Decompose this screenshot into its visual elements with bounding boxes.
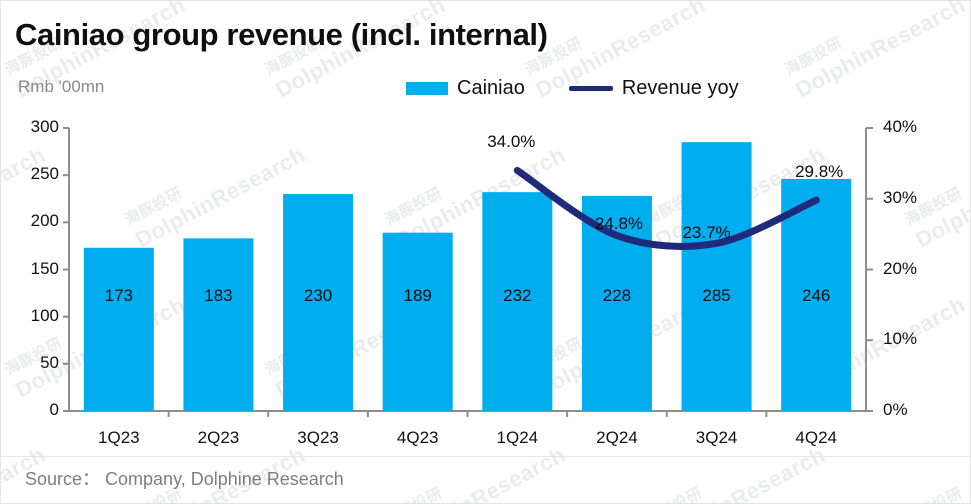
legend-item-label: Revenue yoy [621, 76, 739, 99]
y-axis-tick-label: 150 [30, 258, 59, 278]
bar-value-label-4q24: 246 [802, 286, 831, 305]
line-swatch-icon [568, 85, 613, 91]
y2-axis-tick-label: 10% [883, 329, 918, 349]
bar-1q23[interactable] [83, 247, 154, 411]
bar-4q23[interactable] [382, 232, 453, 411]
footer-divider [1, 456, 970, 457]
y-axis-tick-label: 200 [30, 211, 59, 231]
bar-1q24[interactable] [482, 192, 553, 411]
y-axis-tick-label: 50 [40, 352, 59, 372]
page-title: Cainiao group revenue (incl. internal) [15, 17, 548, 52]
y2-axis-tick-label: 20% [883, 258, 918, 278]
y2-axis-tick-label: 40% [883, 117, 918, 136]
chart-legend: Cainiao Revenue yoy [406, 75, 739, 101]
y-axis-tick-label: 100 [30, 305, 59, 325]
bar-3q23[interactable] [283, 194, 354, 411]
bar-2q23[interactable] [183, 238, 254, 411]
bar-swatch-icon [406, 81, 448, 95]
x-axis-tick-label-1q23: 1Q23 [98, 428, 140, 447]
bar-value-label-1q23: 173 [104, 286, 133, 305]
legend-item-cainiao[interactable]: Cainiao [406, 77, 525, 100]
x-axis-tick-label-2q24: 2Q24 [596, 428, 638, 447]
x-axis-tick-label-3q24: 3Q24 [695, 428, 738, 447]
yoy-value-label-4q24: 29.8% [795, 162, 844, 182]
x-axis-tick-label-1q24: 1Q24 [496, 428, 539, 447]
y-axis-tick-label: 250 [30, 164, 59, 184]
x-axis-tick-label-2q23: 2Q23 [197, 428, 240, 447]
y2-axis-tick-label: 30% [883, 187, 918, 207]
bar-value-label-4q23: 189 [403, 286, 432, 305]
legend-item-label: Cainiao [457, 76, 525, 99]
x-axis-tick-label-4q23: 4Q23 [396, 428, 439, 447]
source-note: Source： Company, Dolphine Research [25, 469, 344, 489]
x-axis-tick-label-3q23: 3Q23 [297, 428, 339, 447]
revenue-yoy-line[interactable] [513, 166, 820, 250]
legend-item-revenue-yoy[interactable]: Revenue yoy [568, 76, 739, 100]
y2-axis-tick-label: 0% [883, 400, 908, 419]
yoy-value-label-3q24: 23.7% [682, 223, 731, 243]
bar-4q24[interactable] [781, 178, 852, 411]
bar-value-label-2q23: 183 [204, 286, 233, 305]
yoy-value-label-1q24: 34.0% [487, 132, 536, 152]
line-group [513, 166, 820, 250]
bar-group [83, 142, 852, 411]
y-axis-tick-label: 0 [49, 400, 59, 419]
bar-2q24[interactable] [581, 195, 652, 411]
bar-value-label-3q23: 230 [303, 286, 333, 305]
bar-3q24[interactable] [681, 142, 752, 411]
y-axis-tick-label: 300 [30, 117, 59, 136]
bar-value-label-3q24: 285 [702, 286, 731, 305]
x-axis-tick-label-4q24: 4Q24 [795, 428, 837, 447]
yoy-value-label-2q24: 24.8% [594, 213, 644, 233]
y-axis-unit-label: Rmb '00mn [18, 77, 105, 96]
bar-value-label-2q24: 228 [602, 286, 632, 305]
bar-value-label-1q24: 232 [503, 286, 532, 305]
